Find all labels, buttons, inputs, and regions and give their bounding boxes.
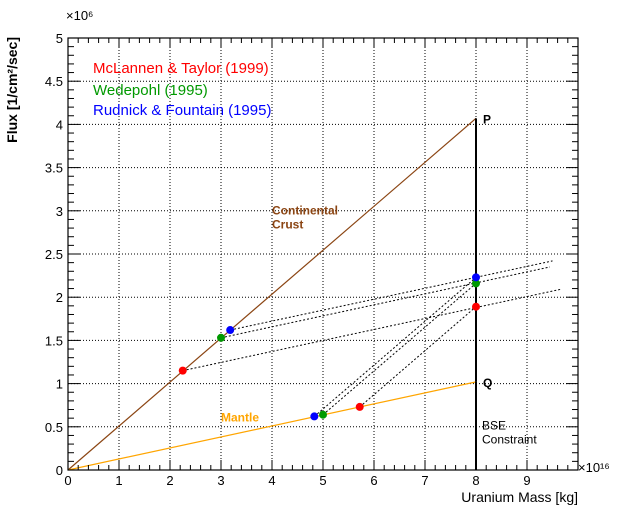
x-tick-label: 6 [370, 473, 377, 488]
data-point [226, 326, 235, 335]
projection-segment [182, 288, 561, 372]
y-exponent-label: ×10⁶ [66, 8, 93, 23]
continental-crust-label: Crust [272, 217, 303, 231]
x-tick-label: 8 [472, 473, 479, 488]
y-tick-label: 1 [56, 377, 63, 392]
y-tick-label: 1.5 [45, 333, 63, 348]
x-tick-label: 7 [421, 473, 428, 488]
x-exponent-label: ×10¹⁶ [578, 460, 610, 475]
data-point [217, 333, 225, 342]
x-tick-label: 3 [217, 473, 224, 488]
mantle-label: Mantle [221, 411, 259, 425]
projection-segment [230, 260, 553, 331]
data-point [472, 302, 480, 311]
y-tick-label: 0 [56, 463, 63, 478]
y-axis-label: Flux [1/cm²/sec] [4, 37, 20, 143]
point-p-label: P [483, 112, 491, 126]
y-tick-label: 4.5 [45, 74, 63, 89]
projection-segment [322, 282, 477, 416]
data-point [178, 366, 187, 375]
grid [68, 38, 578, 470]
legend-entry-wedepohl: Wedepohl (1995) [93, 82, 208, 99]
legend-entry-rudnick: Rudnick & Fountain (1995) [93, 102, 271, 119]
data-points [178, 273, 480, 421]
model-lines [67, 117, 477, 471]
continental-crust-line [67, 117, 477, 471]
data-point [355, 402, 364, 411]
x-axis-label: Uranium Mass [kg] [461, 489, 578, 505]
x-tick-label: 9 [523, 473, 530, 488]
bse-constraint-label: BSE [482, 418, 506, 432]
x-tick-label: 4 [268, 473, 275, 488]
data-point [472, 273, 480, 282]
x-tick-label: 5 [319, 473, 326, 488]
y-tick-label: 0.5 [45, 420, 63, 435]
data-point [310, 412, 319, 421]
projection-lines [182, 260, 561, 417]
continental-crust-label: Continental [272, 203, 338, 217]
x-tick-label: 0 [64, 473, 71, 488]
y-tick-label: 5 [56, 31, 63, 46]
data-point [319, 410, 327, 419]
projection-segment [220, 266, 551, 339]
legend: McLannen & Taylor (1999) Wedepohl (1995)… [93, 60, 271, 119]
axes: 0 1 2 3 4 5 6 7 8 9 0 0.5 1 1.5 2 2.5 3 3.5 4 4.5 5 [45, 31, 579, 488]
x-tick-label: 2 [166, 473, 173, 488]
projection-segment [359, 306, 477, 408]
y-tick-label: 3 [56, 204, 63, 219]
bse-constraint-label: Constraint [482, 432, 537, 446]
y-tick-label: 2.5 [45, 247, 63, 262]
y-tick-label: 2 [56, 290, 63, 305]
mantle-line [67, 381, 477, 471]
projection-segment [314, 276, 477, 417]
y-tick-label: 3.5 [45, 161, 63, 176]
point-q-label: Q [483, 376, 492, 390]
y-tick-label: 4 [56, 117, 63, 132]
data-point [472, 279, 480, 288]
x-tick-label: 1 [115, 473, 122, 488]
legend-entry-mclannen: McLannen & Taylor (1999) [93, 60, 269, 77]
